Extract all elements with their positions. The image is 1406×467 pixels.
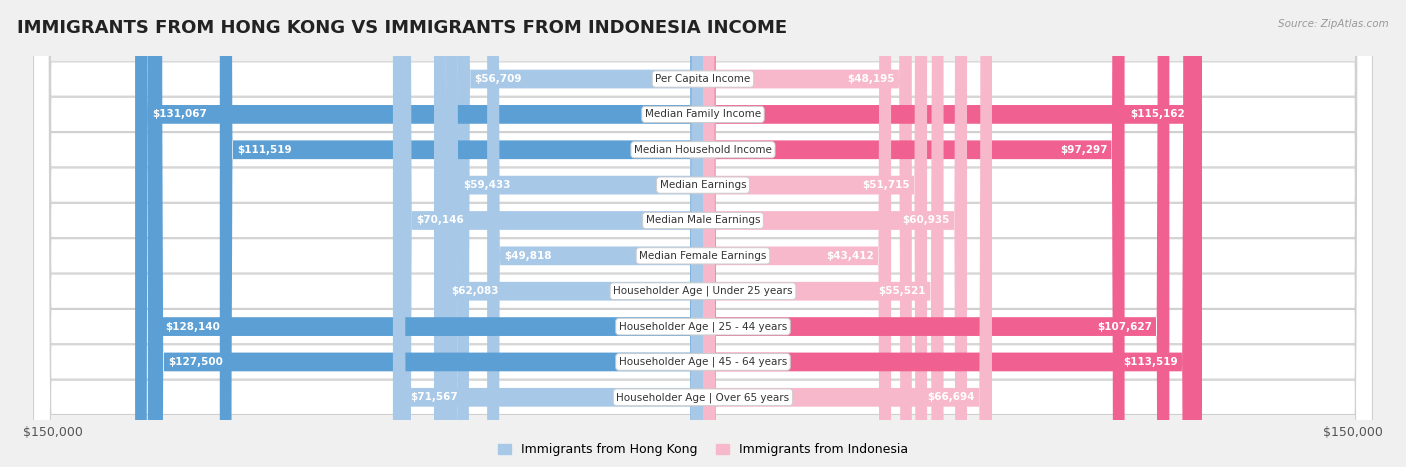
FancyBboxPatch shape: [34, 0, 1372, 467]
FancyBboxPatch shape: [34, 0, 1372, 467]
Text: $62,083: $62,083: [451, 286, 499, 296]
FancyBboxPatch shape: [392, 0, 703, 467]
FancyBboxPatch shape: [34, 0, 1372, 467]
Text: $59,433: $59,433: [463, 180, 510, 190]
FancyBboxPatch shape: [486, 0, 703, 467]
FancyBboxPatch shape: [703, 0, 1170, 467]
FancyBboxPatch shape: [703, 0, 891, 467]
Text: $43,412: $43,412: [825, 251, 873, 261]
FancyBboxPatch shape: [150, 0, 703, 467]
Text: $97,297: $97,297: [1060, 145, 1108, 155]
FancyBboxPatch shape: [703, 0, 1202, 467]
Text: $127,500: $127,500: [167, 357, 222, 367]
Text: $113,519: $113,519: [1123, 357, 1178, 367]
Text: Per Capita Income: Per Capita Income: [655, 74, 751, 84]
FancyBboxPatch shape: [135, 0, 703, 467]
FancyBboxPatch shape: [703, 0, 1195, 467]
FancyBboxPatch shape: [457, 0, 703, 467]
Text: Median Male Earnings: Median Male Earnings: [645, 215, 761, 226]
Text: Householder Age | 45 - 64 years: Householder Age | 45 - 64 years: [619, 357, 787, 367]
Text: $66,694: $66,694: [927, 392, 974, 402]
FancyBboxPatch shape: [34, 0, 1372, 467]
Text: $115,162: $115,162: [1130, 109, 1185, 120]
Text: Median Female Earnings: Median Female Earnings: [640, 251, 766, 261]
Text: Householder Age | Over 65 years: Householder Age | Over 65 years: [616, 392, 790, 403]
FancyBboxPatch shape: [219, 0, 703, 467]
FancyBboxPatch shape: [34, 0, 1372, 467]
FancyBboxPatch shape: [703, 0, 1125, 467]
Text: Median Earnings: Median Earnings: [659, 180, 747, 190]
Text: $107,627: $107,627: [1097, 322, 1152, 332]
FancyBboxPatch shape: [34, 0, 1372, 467]
FancyBboxPatch shape: [34, 0, 1372, 467]
FancyBboxPatch shape: [148, 0, 703, 467]
Text: Median Family Income: Median Family Income: [645, 109, 761, 120]
FancyBboxPatch shape: [703, 0, 927, 467]
Text: Householder Age | 25 - 44 years: Householder Age | 25 - 44 years: [619, 321, 787, 332]
Text: $48,195: $48,195: [846, 74, 894, 84]
Text: $51,715: $51,715: [862, 180, 910, 190]
FancyBboxPatch shape: [703, 0, 943, 467]
Text: $56,709: $56,709: [475, 74, 522, 84]
Legend: Immigrants from Hong Kong, Immigrants from Indonesia: Immigrants from Hong Kong, Immigrants fr…: [494, 439, 912, 461]
Text: Householder Age | Under 25 years: Householder Age | Under 25 years: [613, 286, 793, 297]
FancyBboxPatch shape: [703, 0, 967, 467]
Text: $55,521: $55,521: [879, 286, 927, 296]
Text: $131,067: $131,067: [152, 109, 207, 120]
Text: $128,140: $128,140: [165, 322, 219, 332]
FancyBboxPatch shape: [703, 0, 993, 467]
FancyBboxPatch shape: [34, 0, 1372, 467]
Text: IMMIGRANTS FROM HONG KONG VS IMMIGRANTS FROM INDONESIA INCOME: IMMIGRANTS FROM HONG KONG VS IMMIGRANTS …: [17, 19, 787, 37]
Text: $70,146: $70,146: [416, 215, 464, 226]
Text: $60,935: $60,935: [903, 215, 949, 226]
Text: $71,567: $71,567: [411, 392, 458, 402]
Text: $49,818: $49,818: [505, 251, 553, 261]
FancyBboxPatch shape: [399, 0, 703, 467]
FancyBboxPatch shape: [34, 0, 1372, 467]
Text: Source: ZipAtlas.com: Source: ZipAtlas.com: [1278, 19, 1389, 28]
FancyBboxPatch shape: [434, 0, 703, 467]
Text: $111,519: $111,519: [238, 145, 292, 155]
FancyBboxPatch shape: [703, 0, 912, 467]
FancyBboxPatch shape: [446, 0, 703, 467]
FancyBboxPatch shape: [34, 0, 1372, 467]
Text: Median Household Income: Median Household Income: [634, 145, 772, 155]
